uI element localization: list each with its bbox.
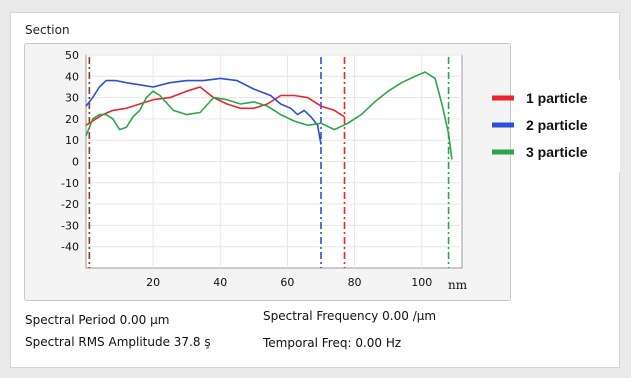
- section-title: Section: [25, 23, 70, 37]
- y-tick-label-5: 0: [72, 156, 79, 169]
- y-tick-label-0: 50: [65, 49, 79, 62]
- spectral-frequency-readout: Spectral Frequency 0.00 /µm: [263, 309, 437, 323]
- y-tick-label-3: 20: [65, 113, 79, 126]
- temporal-freq-readout: Temporal Freq: 0.00 Hz: [263, 336, 402, 350]
- x-unit-label: nm: [448, 278, 468, 292]
- spectral-rms-readout: Spectral RMS Amplitude 37.8 ş: [25, 335, 211, 349]
- legend-label-2: 2 particle: [526, 117, 588, 133]
- legend-box: [512, 80, 620, 172]
- series-lines: [85, 71, 453, 160]
- legend-label-1: 1 particle: [526, 90, 588, 106]
- y-tick-label-1: 40: [65, 70, 79, 83]
- x-tick-labels: 20 40 60 80 100: [146, 276, 432, 289]
- y-tick-label-9: -40: [61, 241, 79, 254]
- y-tick-labels: 50 40 30 20 10 0 -10 -20 -30 -40: [61, 49, 79, 254]
- series-line-2: [85, 77, 322, 145]
- x-tick-label-3: 80: [348, 276, 362, 289]
- x-tick-label-0: 20: [146, 276, 160, 289]
- y-tick-label-7: -20: [61, 198, 79, 211]
- y-tick-label-6: -10: [61, 177, 79, 190]
- cursor-markers: [88, 57, 450, 268]
- spectral-period-readout: Spectral Period 0.00 µm: [25, 313, 170, 327]
- series-line-3: [85, 71, 453, 160]
- y-tick-label-2: 30: [65, 92, 79, 105]
- x-tick-label-4: 100: [411, 276, 432, 289]
- x-tick-label-2: 60: [280, 276, 294, 289]
- y-tick-label-4: 10: [65, 134, 79, 147]
- x-tick-label-1: 40: [213, 276, 227, 289]
- y-tick-label-8: -30: [61, 219, 79, 232]
- legend-label-3: 3 particle: [526, 144, 588, 160]
- legend: 1 particle 2 particle 3 particle: [492, 90, 588, 160]
